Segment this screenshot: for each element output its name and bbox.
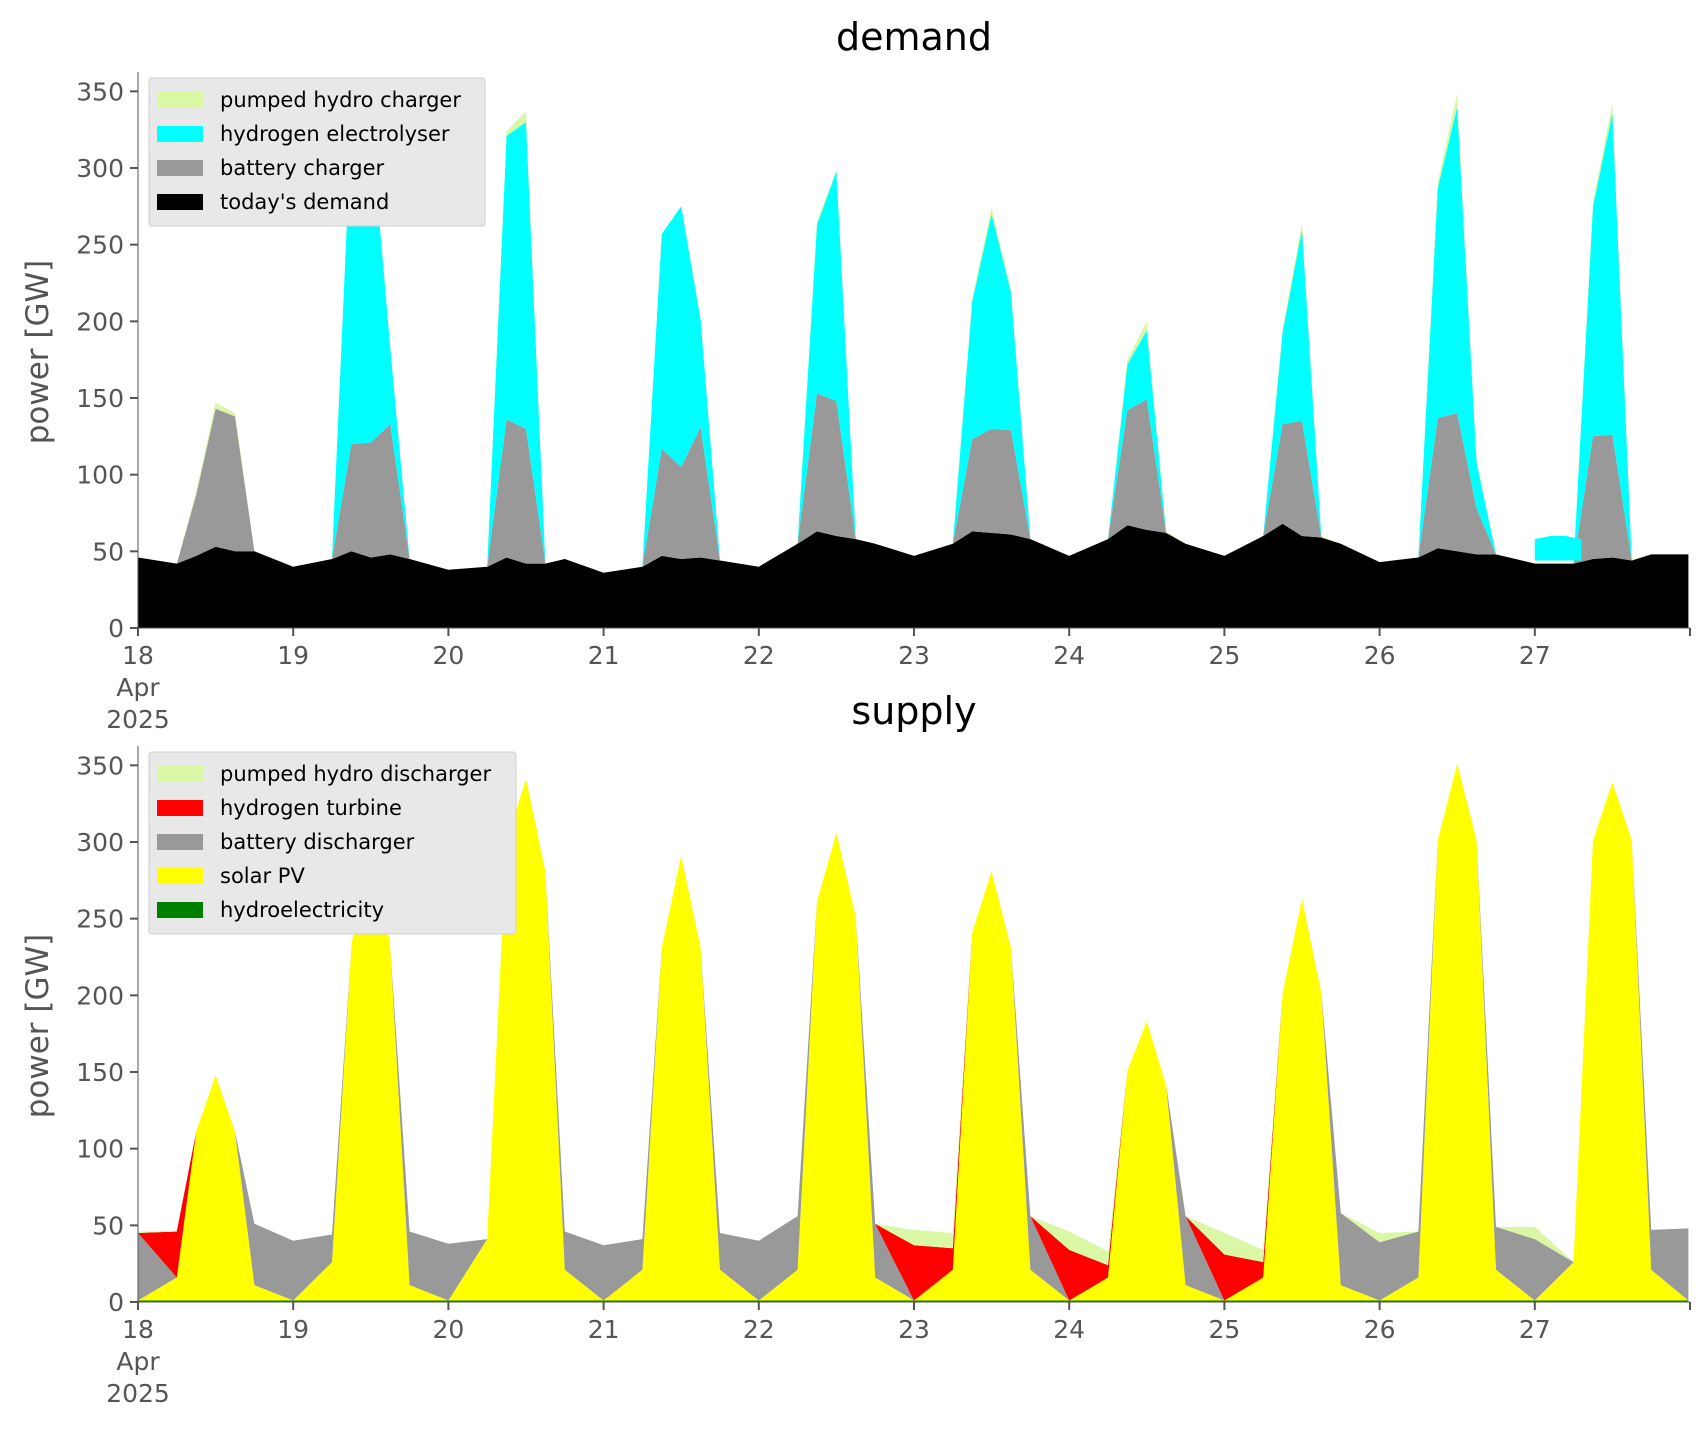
- legend-swatch-solar-pv: [157, 868, 203, 884]
- area-battery-charger: [138, 393, 1689, 573]
- legend-label-battery-charger: battery charger: [220, 156, 385, 180]
- area-battery-discharger: [138, 763, 1689, 1301]
- chart-title: supply: [851, 689, 976, 733]
- x-tick-label: 19: [277, 641, 309, 670]
- x-tick-label: Apr: [116, 673, 160, 702]
- legend-swatch-pumped-hydro-charger: [157, 92, 203, 108]
- legend-swatch-battery-discharger: [157, 834, 203, 850]
- y-axis-label: power [GW]: [20, 260, 56, 445]
- x-tick-label: 25: [1208, 641, 1240, 670]
- y-tick-label: 200: [76, 981, 124, 1010]
- legend-box: [148, 77, 486, 227]
- y-tick-label: 150: [76, 1058, 124, 1087]
- x-tick-label: 22: [743, 1315, 775, 1344]
- x-tick-label: 22: [743, 641, 775, 670]
- x-tick-label: 24: [1053, 641, 1085, 670]
- legend-label-hydrogen-electrolyser: hydrogen electrolyser: [220, 122, 450, 146]
- x-tick-label: Apr: [116, 1347, 160, 1376]
- y-tick-label: 100: [76, 461, 124, 490]
- x-tick-label: 23: [898, 641, 930, 670]
- x-tick-label: 2025: [106, 1379, 170, 1408]
- area-solar-pv: [138, 763, 1689, 1301]
- chart-title: demand: [836, 15, 992, 59]
- y-tick-label: 100: [76, 1135, 124, 1164]
- x-tick-label: 27: [1519, 1315, 1551, 1344]
- x-tick-label: 20: [432, 1315, 464, 1344]
- x-tick-label: 21: [588, 1315, 620, 1344]
- y-tick-label: 150: [76, 384, 124, 413]
- x-tick-label: 18: [122, 641, 154, 670]
- x-tick-label: 26: [1364, 1315, 1396, 1344]
- legend-swatch-hydrogen-electrolyser: [157, 126, 203, 142]
- legend-swatch-pumped-hydro-discharger: [157, 766, 203, 782]
- legend-label-solar-pv: solar PV: [220, 864, 305, 888]
- area-today-s-demand: [138, 523, 1689, 628]
- area-hydrogen-electrolyser: [138, 106, 1689, 573]
- x-tick-label: 24: [1053, 1315, 1085, 1344]
- x-tick-label: 19: [277, 1315, 309, 1344]
- y-tick-label: 0: [108, 614, 124, 643]
- legend-label-today-s-demand: today's demand: [220, 190, 389, 214]
- x-tick-label: 25: [1208, 1315, 1240, 1344]
- legend-swatch-hydrogen-turbine: [157, 800, 203, 816]
- x-tick-label: 20: [432, 641, 464, 670]
- area-series-group: [138, 92, 1689, 628]
- legend-label-hydroelectricity: hydroelectricity: [220, 898, 384, 922]
- y-tick-label: 300: [76, 154, 124, 183]
- y-axis-label: power [GW]: [20, 934, 56, 1119]
- legend-label-pumped-hydro-discharger: pumped hydro discharger: [220, 762, 491, 786]
- legend-label-pumped-hydro-charger: pumped hydro charger: [220, 88, 461, 112]
- legend: pumped hydro discharger hydrogen turbine b…: [148, 751, 517, 935]
- y-tick-label: 300: [76, 828, 124, 857]
- x-tick-label: 21: [588, 641, 620, 670]
- x-tick-label: 23: [898, 1315, 930, 1344]
- legend-box: [148, 751, 517, 935]
- legend-swatch-hydroelectricity: [157, 902, 203, 918]
- legend: pumped hydro charger hydrogen electrolyse…: [148, 77, 486, 227]
- y-tick-label: 50: [92, 1211, 124, 1240]
- y-tick-label: 350: [76, 751, 124, 780]
- y-tick-label: 250: [76, 905, 124, 934]
- legend-label-hydrogen-turbine: hydrogen turbine: [220, 796, 402, 820]
- x-tick-label: 27: [1519, 641, 1551, 670]
- y-tick-label: 50: [92, 537, 124, 566]
- x-tick-label: 18: [122, 1315, 154, 1344]
- legend-swatch-today-s-demand: [157, 194, 203, 210]
- legend-swatch-battery-charger: [157, 160, 203, 176]
- x-tick-label: 2025: [106, 705, 170, 734]
- area-hydrogen-electrolyser-extra: [1534, 536, 1582, 561]
- x-tick-label: 26: [1364, 641, 1396, 670]
- y-tick-label: 200: [76, 307, 124, 336]
- y-tick-label: 350: [76, 77, 124, 106]
- legend-label-battery-discharger: battery discharger: [220, 830, 415, 854]
- y-tick-label: 250: [76, 231, 124, 260]
- y-tick-label: 0: [108, 1288, 124, 1317]
